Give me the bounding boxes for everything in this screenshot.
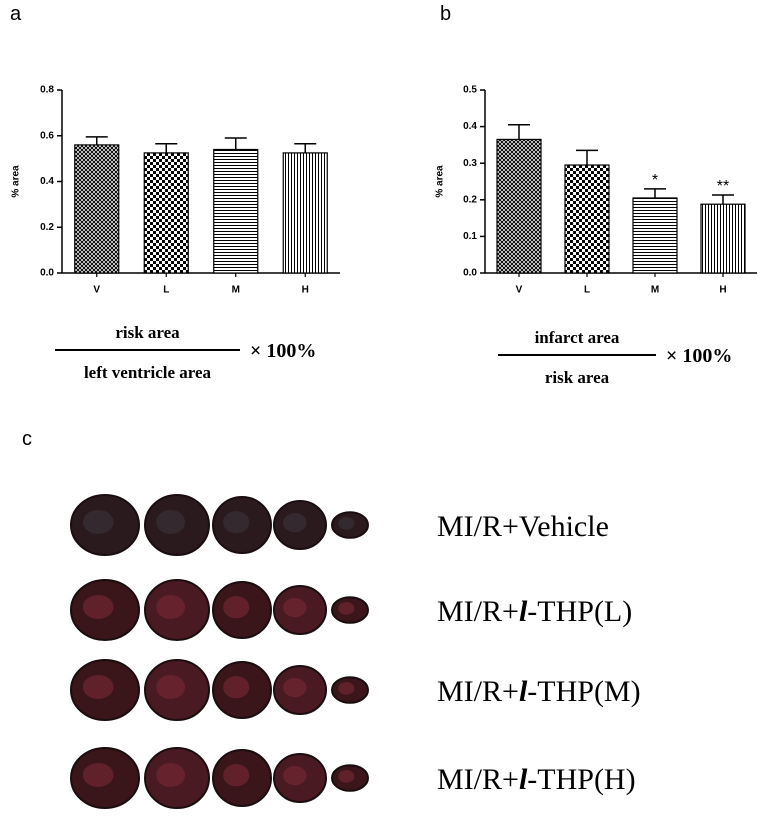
group-label: MI/R+l-THP(M): [437, 675, 641, 708]
x-tick-label: V: [516, 285, 523, 296]
heart-highlight: [156, 595, 186, 619]
heart-highlight: [283, 766, 307, 786]
heart-highlight: [156, 510, 186, 534]
heart-highlight: [82, 510, 114, 534]
x-tick-label: L: [584, 285, 590, 296]
label-suffix: -THP(M): [527, 675, 640, 708]
heart-highlight: [82, 675, 114, 699]
y-axis-label: % area: [435, 165, 446, 198]
label-italic: l: [519, 675, 528, 708]
heart-highlight: [338, 770, 355, 783]
y-tick-label: 0.4: [40, 176, 54, 187]
label-suffix: -THP(L): [527, 595, 632, 628]
formula-denominator: risk area: [545, 368, 610, 387]
bar: [143, 152, 189, 274]
formula-multiplier: × 100%: [250, 340, 316, 362]
group-label: MI/R+Vehicle: [437, 510, 609, 543]
y-tick-label: 0.2: [463, 194, 477, 205]
x-tick-label: H: [719, 285, 726, 296]
bar: [496, 138, 542, 274]
label-prefix: MI/R+: [437, 595, 519, 628]
y-tick-label: 0.4: [463, 121, 477, 132]
heart-highlight: [156, 675, 186, 699]
formula-multiplier: × 100%: [666, 345, 732, 367]
label-prefix: MI/R+: [437, 675, 519, 708]
heart-highlight: [338, 682, 355, 695]
heart-highlight: [223, 596, 250, 619]
significance-mark: *: [652, 172, 658, 189]
y-tick-label: 0.0: [40, 268, 54, 279]
heart-highlight: [223, 676, 250, 699]
error-bar: [155, 143, 178, 153]
heart-highlight: [338, 517, 355, 530]
y-tick-label: 0.1: [463, 231, 477, 242]
heart-highlight: [283, 598, 307, 618]
bar: [632, 197, 678, 274]
bar: [564, 164, 610, 274]
heart-highlight: [156, 763, 186, 787]
error-bar: [224, 137, 247, 150]
significance-mark: **: [717, 178, 729, 195]
formula-denominator: left ventricle area: [84, 363, 212, 382]
label-italic: l: [519, 595, 528, 628]
bar: [74, 144, 120, 274]
x-tick-label: M: [232, 285, 240, 296]
formula-numerator: risk area: [115, 323, 180, 342]
x-tick-label: L: [163, 285, 169, 296]
bar: [282, 152, 328, 274]
heart-highlight: [338, 602, 355, 615]
group-label: MI/R+l-THP(L): [437, 595, 632, 628]
heart-highlight: [223, 511, 250, 534]
group-label: MI/R+l-THP(H): [437, 763, 636, 796]
heart-highlight: [82, 763, 114, 787]
y-tick-label: 0.6: [40, 130, 54, 141]
y-tick-label: 0.3: [463, 158, 477, 169]
error-bar: [576, 149, 598, 166]
error-bar: [85, 136, 108, 145]
y-tick-label: 0.0: [463, 268, 477, 279]
panel-label: c: [22, 428, 32, 450]
heart-highlight: [223, 764, 250, 787]
label-prefix: MI/R+: [437, 763, 519, 796]
formula-numerator: infarct area: [535, 328, 620, 347]
panel-label: b: [440, 3, 451, 25]
y-tick-label: 0.5: [463, 85, 477, 96]
heart-highlight: [283, 678, 307, 698]
heart-highlight: [82, 595, 114, 619]
panel-label: a: [10, 3, 22, 25]
x-tick-label: H: [302, 285, 309, 296]
heart-highlight: [283, 513, 307, 533]
error-bar: [294, 143, 317, 153]
label-italic: l: [519, 763, 528, 796]
x-tick-label: V: [93, 285, 100, 296]
error-bar: [712, 194, 734, 205]
y-tick-label: 0.2: [40, 222, 54, 233]
x-tick-label: M: [651, 285, 659, 296]
error-bar: [644, 188, 666, 198]
label-prefix: MI/R+Vehicle: [437, 510, 609, 543]
error-bar: [508, 124, 530, 140]
bar: [213, 148, 259, 274]
label-suffix: -THP(H): [527, 763, 635, 796]
y-tick-label: 0.8: [40, 85, 54, 96]
y-axis-label: % area: [11, 165, 22, 198]
bar: [700, 203, 746, 274]
